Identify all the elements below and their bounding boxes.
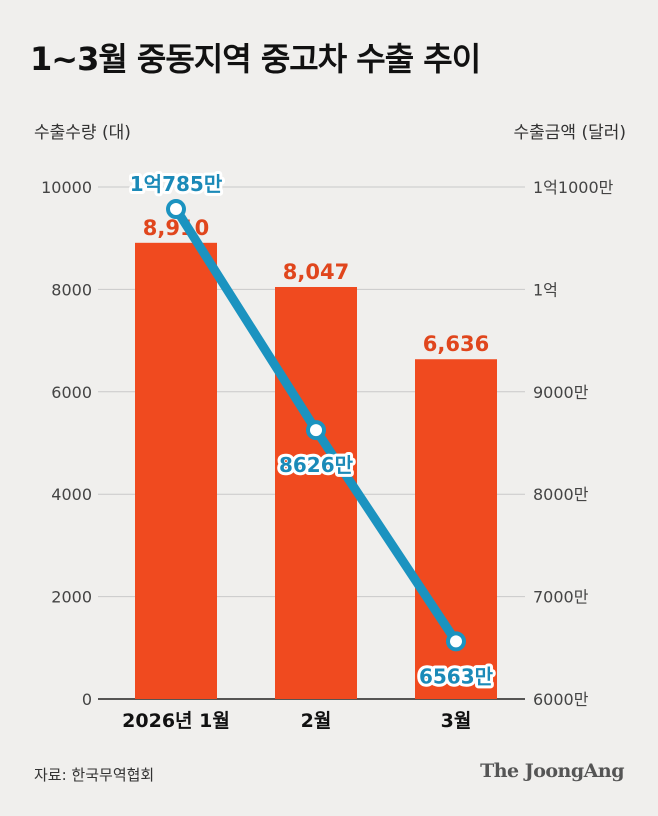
right-tick-label: 8000만	[533, 485, 589, 504]
line-point	[166, 199, 186, 220]
category-label: 3월	[441, 710, 472, 732]
line-point	[306, 420, 326, 441]
line-value-label: 1억785만	[130, 172, 223, 196]
line-point	[446, 631, 466, 652]
left-tick-label: 10000	[41, 178, 92, 197]
right-axis-title: 수출금액 (달러)	[513, 123, 626, 143]
right-tick-label: 1억1000만	[533, 178, 614, 197]
source-note: 자료: 한국무역협회	[34, 766, 155, 784]
left-tick-label: 0	[82, 690, 92, 709]
right-tick-label: 6000만	[533, 690, 589, 709]
brand-logo: The JoongAng	[480, 760, 624, 782]
bar	[275, 286, 357, 699]
bar	[135, 242, 217, 700]
bar-value-label: 6,636	[423, 332, 489, 356]
chart-title: 1~3월 중동지역 중고차 수출 추이	[30, 40, 481, 78]
right-tick-label: 1억	[533, 280, 558, 299]
line-value-label: 8626만	[279, 453, 354, 477]
bar-value-label: 8,910	[143, 216, 209, 240]
category-label: 2월	[301, 710, 332, 732]
left-tick-label: 6000	[51, 383, 92, 402]
right-tick-label: 7000만	[533, 588, 589, 607]
right-tick-label: 9000만	[533, 383, 589, 402]
left-axis-title: 수출수량 (대)	[34, 123, 131, 143]
left-tick-label: 2000	[51, 588, 92, 607]
left-tick-label: 8000	[51, 280, 92, 299]
line-value-label: 6563만	[419, 664, 494, 688]
category-label: 2026년 1월	[122, 710, 230, 732]
left-tick-label: 4000	[51, 485, 92, 504]
bar-value-label: 8,047	[283, 260, 349, 284]
